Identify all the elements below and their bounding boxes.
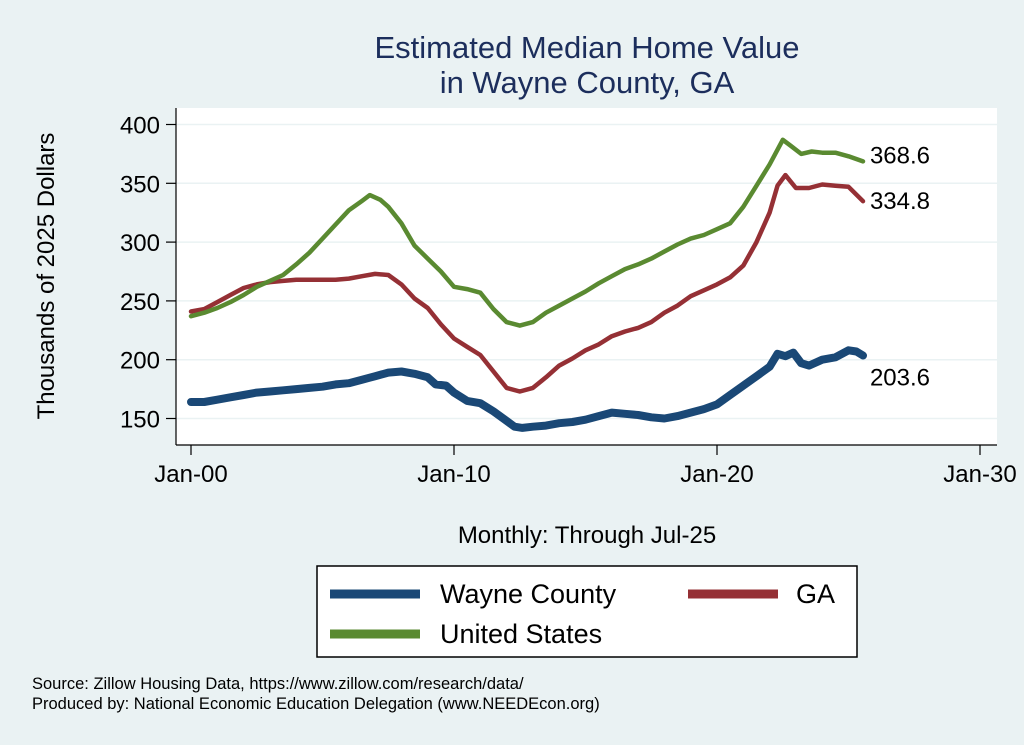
y-tick-label-200: 200	[120, 348, 160, 375]
series-lines	[187, 137, 867, 432]
produced-by-note: Produced by: National Economic Education…	[32, 695, 600, 713]
legend-label-wayne-county: Wayne County	[440, 579, 617, 609]
chart-title-line-2: in Wayne County, GA	[440, 65, 735, 100]
legend: Wayne County GA United States	[316, 565, 858, 658]
legend-label-ga: GA	[796, 579, 835, 609]
y-tick-label-250: 250	[120, 289, 160, 316]
x-tick-label-2: Jan-20	[680, 461, 753, 488]
y-tick-label-350: 350	[120, 171, 160, 198]
source-note: Source: Zillow Housing Data, https://www…	[32, 675, 524, 693]
x-tick-label-1: Jan-10	[417, 461, 490, 488]
end-label-ga: 334.8	[870, 188, 930, 215]
y-axis-label: Thousands of 2025 Dollars	[33, 133, 60, 420]
end-label-united-states: 368.6	[870, 142, 930, 169]
legend-label-united-states: United States	[440, 619, 602, 649]
y-tick-label-150: 150	[120, 407, 160, 434]
chart-title-line-1: Estimated Median Home Value	[374, 30, 799, 65]
series-line-united-states	[188, 137, 866, 328]
series-line-ga	[188, 172, 866, 394]
y-tick-label-300: 300	[120, 230, 160, 257]
axes: 150 200 250 300 350 400 Jan-00 Jan-10 Jan-20 Jan-…	[120, 108, 1017, 488]
end-labels: 203.6 334.8 368.6	[870, 142, 930, 391]
end-label-wayne-county: 203.6	[870, 364, 930, 391]
x-tick-label-0: Jan-00	[154, 461, 227, 488]
x-axis-label: Monthly: Through Jul-25	[458, 522, 716, 549]
x-tick-label-3: Jan-30	[943, 461, 1016, 488]
series-line-wayne-county	[187, 346, 867, 432]
legend-box	[316, 565, 858, 658]
y-tick-label-400: 400	[120, 113, 160, 140]
